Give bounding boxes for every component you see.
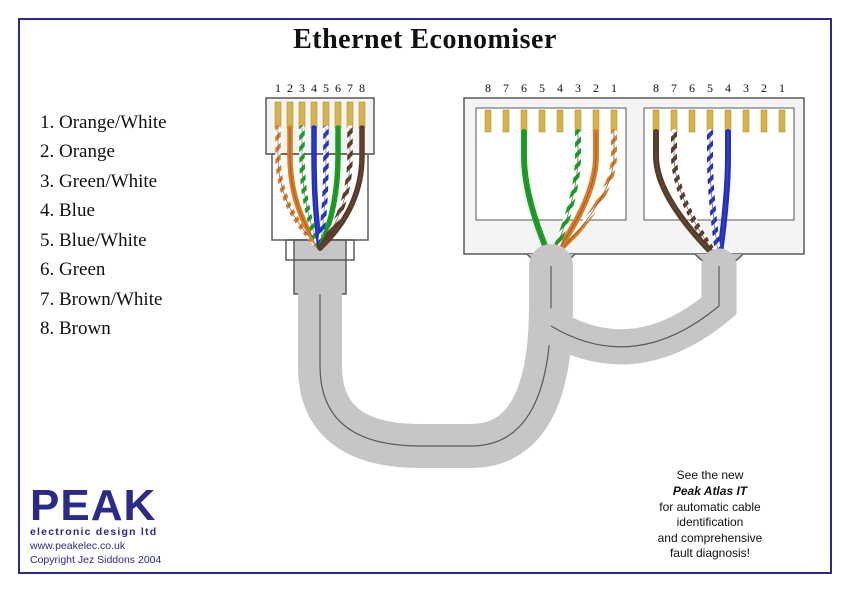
patch-cable: [320, 266, 551, 446]
svg-text:7: 7: [503, 81, 509, 95]
brand-logo-text: PEAK: [30, 487, 161, 524]
svg-text:7: 7: [347, 81, 353, 95]
brand-copyright: Copyright Jez Siddons 2004: [30, 554, 161, 566]
svg-text:5: 5: [707, 81, 713, 95]
promo-line: fault diagnosis!: [610, 546, 810, 562]
svg-text:4: 4: [557, 81, 563, 95]
wiring-diagram: 123456788765432187654321: [236, 74, 826, 494]
svg-text:3: 3: [743, 81, 749, 95]
svg-text:2: 2: [761, 81, 767, 95]
svg-text:5: 5: [539, 81, 545, 95]
legend-item: 6. Green: [40, 255, 167, 284]
legend-item: 7. Brown/White: [40, 285, 167, 314]
svg-text:7: 7: [671, 81, 677, 95]
legend-item: 2. Orange: [40, 137, 167, 166]
brand-url: www.peakelec.co.uk: [30, 540, 161, 552]
svg-text:1: 1: [611, 81, 617, 95]
page-title: Ethernet Economiser: [0, 24, 850, 56]
svg-text:6: 6: [335, 81, 341, 95]
legend-item: 1. Orange/White: [40, 108, 167, 137]
svg-text:8: 8: [485, 81, 491, 95]
brand-subtitle: electronic design ltd: [30, 526, 161, 538]
promo-text: See the new Peak Atlas IT for automatic …: [610, 468, 810, 562]
dual-rj45-jack: 8765432187654321: [464, 81, 804, 267]
svg-text:2: 2: [287, 81, 293, 95]
svg-text:4: 4: [725, 81, 731, 95]
legend-item: 5. Blue/White: [40, 226, 167, 255]
promo-line: for automatic cable: [610, 500, 810, 516]
legend-item: 8. Brown: [40, 314, 167, 343]
brand-logo: PEAK electronic design ltd www.peakelec.…: [30, 487, 161, 566]
svg-text:5: 5: [323, 81, 329, 95]
svg-text:8: 8: [653, 81, 659, 95]
promo-line: See the new: [610, 468, 810, 484]
svg-text:8: 8: [359, 81, 365, 95]
promo-line: and comprehensive: [610, 531, 810, 547]
svg-text:3: 3: [299, 81, 305, 95]
legend-item: 3. Green/White: [40, 167, 167, 196]
svg-text:2: 2: [593, 81, 599, 95]
svg-text:3: 3: [575, 81, 581, 95]
legend-item: 4. Blue: [40, 196, 167, 225]
promo-line: identification: [610, 515, 810, 531]
svg-text:4: 4: [311, 81, 317, 95]
svg-text:1: 1: [275, 81, 281, 95]
wire-color-legend: 1. Orange/White 2. Orange 3. Green/White…: [40, 108, 167, 344]
svg-text:6: 6: [689, 81, 695, 95]
svg-text:6: 6: [521, 81, 527, 95]
svg-text:1: 1: [779, 81, 785, 95]
promo-product: Peak Atlas IT: [610, 484, 810, 500]
rj45-plug: 12345678: [266, 81, 374, 294]
